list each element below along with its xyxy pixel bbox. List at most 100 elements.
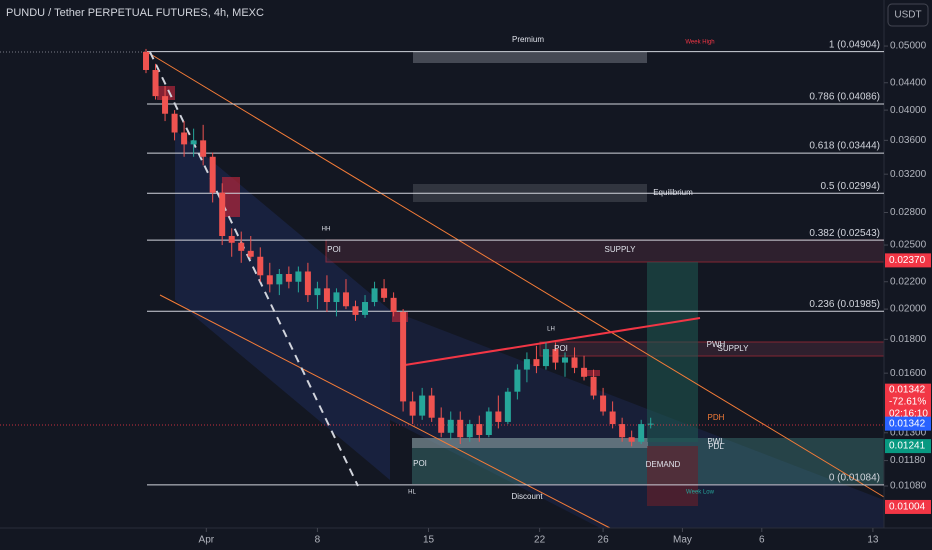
candle-body [581, 367, 588, 377]
y-tick-label: 0.01080 [890, 481, 927, 492]
candle-body [590, 376, 597, 396]
candle-body [381, 288, 388, 298]
candle-body [152, 69, 159, 97]
annotation: Discount [511, 492, 543, 501]
currency-button[interactable] [887, 3, 929, 27]
candle-body [371, 288, 378, 303]
candle-body [619, 424, 626, 438]
chart-title: PUNDU / Tether PERPETUAL FUTURES, 4h, ME… [6, 7, 264, 19]
candle-body [638, 424, 645, 442]
x-tick-label: 8 [315, 535, 321, 546]
fib-label: 0.618 (0.03444) [809, 141, 880, 152]
trend-line [404, 317, 701, 366]
price-label-box [885, 416, 931, 431]
annotation: POI [554, 344, 568, 353]
candle-body [200, 140, 207, 157]
candle-body [447, 419, 454, 433]
premium-zone [413, 52, 647, 63]
price-label: 0.02370 [889, 255, 926, 266]
candle-body [628, 437, 635, 442]
price-label: 0.01241 [889, 441, 926, 452]
candle-body [143, 51, 150, 70]
y-tick-label: 0.01300 [890, 427, 927, 438]
annotation: POI [413, 459, 427, 468]
candle-body [476, 424, 483, 435]
candle-body [485, 411, 492, 435]
candle-body [314, 288, 321, 296]
y-tick-label: 0.05000 [890, 41, 927, 52]
y-tick-label: 0.04400 [890, 77, 927, 88]
annotation: LH [547, 327, 555, 333]
dashed-line [149, 51, 359, 487]
candle-body [466, 424, 473, 438]
countdown-change: -72.61% [889, 396, 926, 407]
annotation: SUPPLY [605, 245, 637, 254]
candle-body [419, 395, 426, 416]
candle-body [514, 369, 521, 392]
candle-body [504, 391, 511, 422]
candle-body [457, 419, 464, 438]
order-block [392, 312, 408, 322]
target-zone [647, 262, 698, 442]
fib-label: 0 (0.01084) [829, 473, 880, 484]
annotation: PWH [707, 340, 726, 349]
annotation: Week High [685, 40, 714, 46]
currency-label: USDT [894, 10, 921, 21]
candle-body [390, 297, 397, 312]
candle-body [171, 113, 178, 133]
candle-body [561, 357, 568, 363]
candle-body [409, 401, 416, 416]
candle-body [571, 357, 578, 368]
countdown-box [885, 383, 931, 420]
y-tick-label: 0.02200 [890, 276, 927, 287]
candle-body [276, 274, 283, 285]
fib-label: 0.786 (0.04086) [809, 92, 880, 103]
candle-body [295, 271, 302, 282]
annotation: Premium [512, 35, 544, 44]
annotation: PWL [707, 437, 725, 446]
annotation: Equilibrium [653, 188, 693, 197]
candle-body [247, 250, 254, 257]
candle-body [304, 271, 311, 296]
x-tick-label: Apr [199, 535, 215, 546]
price-label-box [885, 253, 931, 268]
annotation: POI [327, 245, 341, 254]
poi-zone [412, 438, 648, 448]
x-tick-label: 6 [759, 535, 765, 546]
y-tick-label: 0.03600 [890, 135, 927, 146]
price-label-box [885, 499, 931, 514]
candle-body [266, 275, 273, 285]
candle-body [352, 306, 359, 315]
x-tick-label: 26 [598, 535, 610, 546]
price-label-box [885, 439, 931, 454]
x-tick-label: May [673, 535, 692, 546]
x-tick-label: 13 [867, 535, 879, 546]
candle-body [181, 132, 188, 145]
candle-body [362, 302, 369, 315]
y-tick-label: 0.01600 [890, 368, 927, 379]
candle-body [600, 395, 607, 412]
candle-body [238, 242, 245, 251]
fib-label: 0.5 (0.02994) [821, 181, 881, 192]
order-block [586, 370, 600, 376]
order-block [222, 177, 240, 217]
fib-label: 0.236 (0.01985) [809, 299, 880, 310]
candle-body [342, 292, 349, 307]
countdown-price: 0.01342 [889, 384, 926, 395]
x-tick-label: 15 [423, 535, 435, 546]
y-tick-label: 0.01800 [890, 334, 927, 345]
y-tick-label: 0.01180 [890, 455, 926, 466]
fib-label: 0.382 (0.02543) [809, 228, 880, 239]
annotation: Week Low [686, 490, 715, 496]
candle-body [428, 395, 435, 418]
y-tick-label: 0.03200 [890, 169, 927, 180]
candle-body [438, 417, 445, 433]
countdown-time: 02:16:10 [889, 408, 928, 419]
fib-label: 1 (0.04904) [829, 39, 880, 50]
channel-shade [390, 310, 884, 528]
candle-body [533, 359, 540, 367]
candle-body [323, 288, 330, 303]
candle-body [523, 359, 530, 370]
channel-line [146, 51, 885, 498]
